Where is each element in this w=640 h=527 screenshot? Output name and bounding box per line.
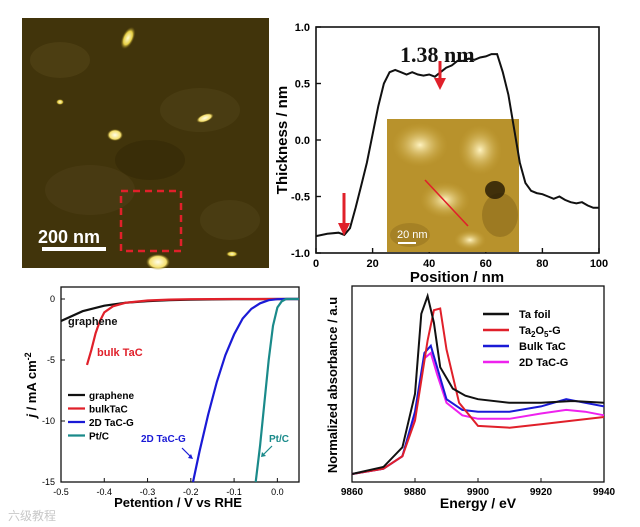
legend-label: graphene xyxy=(89,391,134,402)
x-tick-label: 9860 xyxy=(341,487,364,498)
annotation-bulk-tac: bulk TaC xyxy=(97,347,143,359)
profile-inset: 20 nm xyxy=(387,119,519,252)
afm-bright-spot xyxy=(226,251,238,257)
inset-scale-label: 20 nm xyxy=(397,229,428,241)
panel-a: 200 nm xyxy=(22,18,269,270)
afm-bright-spot xyxy=(120,26,136,50)
xanes-xlabel: Energy / eV xyxy=(440,495,517,511)
legend-ta-foil: Ta foil xyxy=(519,309,551,321)
afm-texture xyxy=(22,18,269,268)
legend-label: bulkTaC xyxy=(89,405,128,416)
ylabel-sup: -2 xyxy=(23,352,33,360)
x-tick-label: 9900 xyxy=(467,487,490,498)
x-tick-label: -0.3 xyxy=(140,487,156,497)
ylabel-j: j xyxy=(24,414,39,420)
profile-series-line xyxy=(315,53,599,238)
thickness-annotation: 1.38 nm xyxy=(400,42,475,67)
x-tick-label: 9920 xyxy=(530,487,553,498)
series-line-2d-tac-g-xanes xyxy=(351,351,605,475)
profile-ticks: 0 20 40 60 80 100 -1.0 -0.5 0.0 0.5 1.0 xyxy=(291,22,608,270)
y-tick-label: -1.0 xyxy=(291,248,310,260)
scale-label: 200 nm xyxy=(38,227,100,247)
xanes-ylabel: Normalized absorbance / a.u xyxy=(325,297,340,473)
y-tick-label: 1.0 xyxy=(295,22,310,34)
hers-ylabel: j / mA cm-2 xyxy=(23,352,39,419)
afm-bright-spot xyxy=(146,254,170,270)
arrow-icon xyxy=(261,445,273,457)
y-tick-label: -15 xyxy=(42,477,55,487)
arrow-icon xyxy=(181,447,193,459)
series-line-bulk-tac xyxy=(85,297,299,366)
y-tick-label: 0.5 xyxy=(295,79,310,91)
legend-ta2o5-c: -G xyxy=(549,325,561,337)
legend-bulk-tac: Bulk TaC xyxy=(519,341,566,353)
y-tick-label: -10 xyxy=(42,416,55,426)
series-line-2d-tac-g xyxy=(191,297,299,483)
y-tick-label: 0 xyxy=(50,294,55,304)
legend-ta2o5-a: Ta xyxy=(519,325,532,337)
panel-d: 9860 9880 9900 9920 9940 Ta foil Ta2O5-G Bul… xyxy=(325,285,616,511)
x-tick-label: 40 xyxy=(423,258,435,270)
x-tick-label: 60 xyxy=(480,258,492,270)
xanes-ticks: 9860 9880 9900 9920 9940 xyxy=(341,478,616,498)
legend-2d-tac-g: 2D TaC-G xyxy=(519,357,568,369)
series-line-ta2o5-g xyxy=(351,307,605,475)
x-tick-label: -0.4 xyxy=(97,487,113,497)
x-tick-label: 80 xyxy=(536,258,548,270)
arrow-down-icon xyxy=(338,193,350,236)
x-tick-label: -0.2 xyxy=(183,487,199,497)
y-tick-label: -5 xyxy=(47,355,55,365)
afm-bright-spot xyxy=(56,99,64,105)
legend-ta2o5-g: Ta2O5-G xyxy=(519,325,561,339)
legend-ta2o5-b: O xyxy=(535,325,544,337)
hers-axes xyxy=(60,286,300,483)
hers-legend: graphene bulkTaC 2D TaC-G Pt/C xyxy=(68,391,134,443)
arrow-down-icon xyxy=(434,61,446,90)
panel-b: 0 20 40 60 80 100 -1.0 -0.5 0.0 0.5 1.0 20 nm 1.38… xyxy=(274,22,608,286)
x-tick-label: 0 xyxy=(313,258,319,270)
inset-line-profile xyxy=(424,179,469,227)
series-line-ta-foil xyxy=(351,292,605,475)
legend-ta2o5-s1: 2 xyxy=(531,330,536,339)
x-tick-label: 9940 xyxy=(593,487,616,498)
afm-bright-spot xyxy=(196,113,214,123)
legend-label: Pt/C xyxy=(89,432,109,443)
watermark: 六级教程 xyxy=(8,508,56,523)
legend-ta2o5-s2: 5 xyxy=(544,330,549,339)
x-tick-label: 100 xyxy=(590,258,608,270)
afm-bright-spot xyxy=(107,129,123,141)
annotation-graphene: graphene xyxy=(68,316,118,328)
xanes-axes xyxy=(351,285,605,483)
legend-label: 2D TaC-G xyxy=(89,418,134,429)
hers-ticks: -0.5 -0.4 -0.3 -0.2 -0.1 0.0 0 -5 -10 -15 xyxy=(42,294,284,497)
y-tick-label: 0.0 xyxy=(295,135,310,147)
annotation-pt-c: Pt/C xyxy=(269,434,289,445)
hers-xlabel: Petention / V vs RHE xyxy=(114,495,242,510)
x-tick-label: 9880 xyxy=(404,487,427,498)
ylabel-unit: / mA cm xyxy=(24,360,39,414)
profile-ylabel: Thickness / nm xyxy=(274,86,291,194)
xanes-legend: Ta foil Ta2O5-G Bulk TaC 2D TaC-G xyxy=(483,309,568,369)
y-tick-label: -0.5 xyxy=(291,192,310,204)
x-tick-label: -0.1 xyxy=(226,487,242,497)
x-tick-label: -0.5 xyxy=(53,487,69,497)
panel-c: -0.5 -0.4 -0.3 -0.2 -0.1 0.0 0 -5 -10 -15 graphen… xyxy=(23,286,300,510)
x-tick-label: 20 xyxy=(366,258,378,270)
profile-xlabel: Position / nm xyxy=(410,269,504,286)
x-tick-label: 0.0 xyxy=(271,487,284,497)
selection-box xyxy=(119,189,183,253)
annotation-2d-tac-g: 2D TaC-G xyxy=(141,434,186,445)
series-line-pt-c xyxy=(254,297,299,483)
